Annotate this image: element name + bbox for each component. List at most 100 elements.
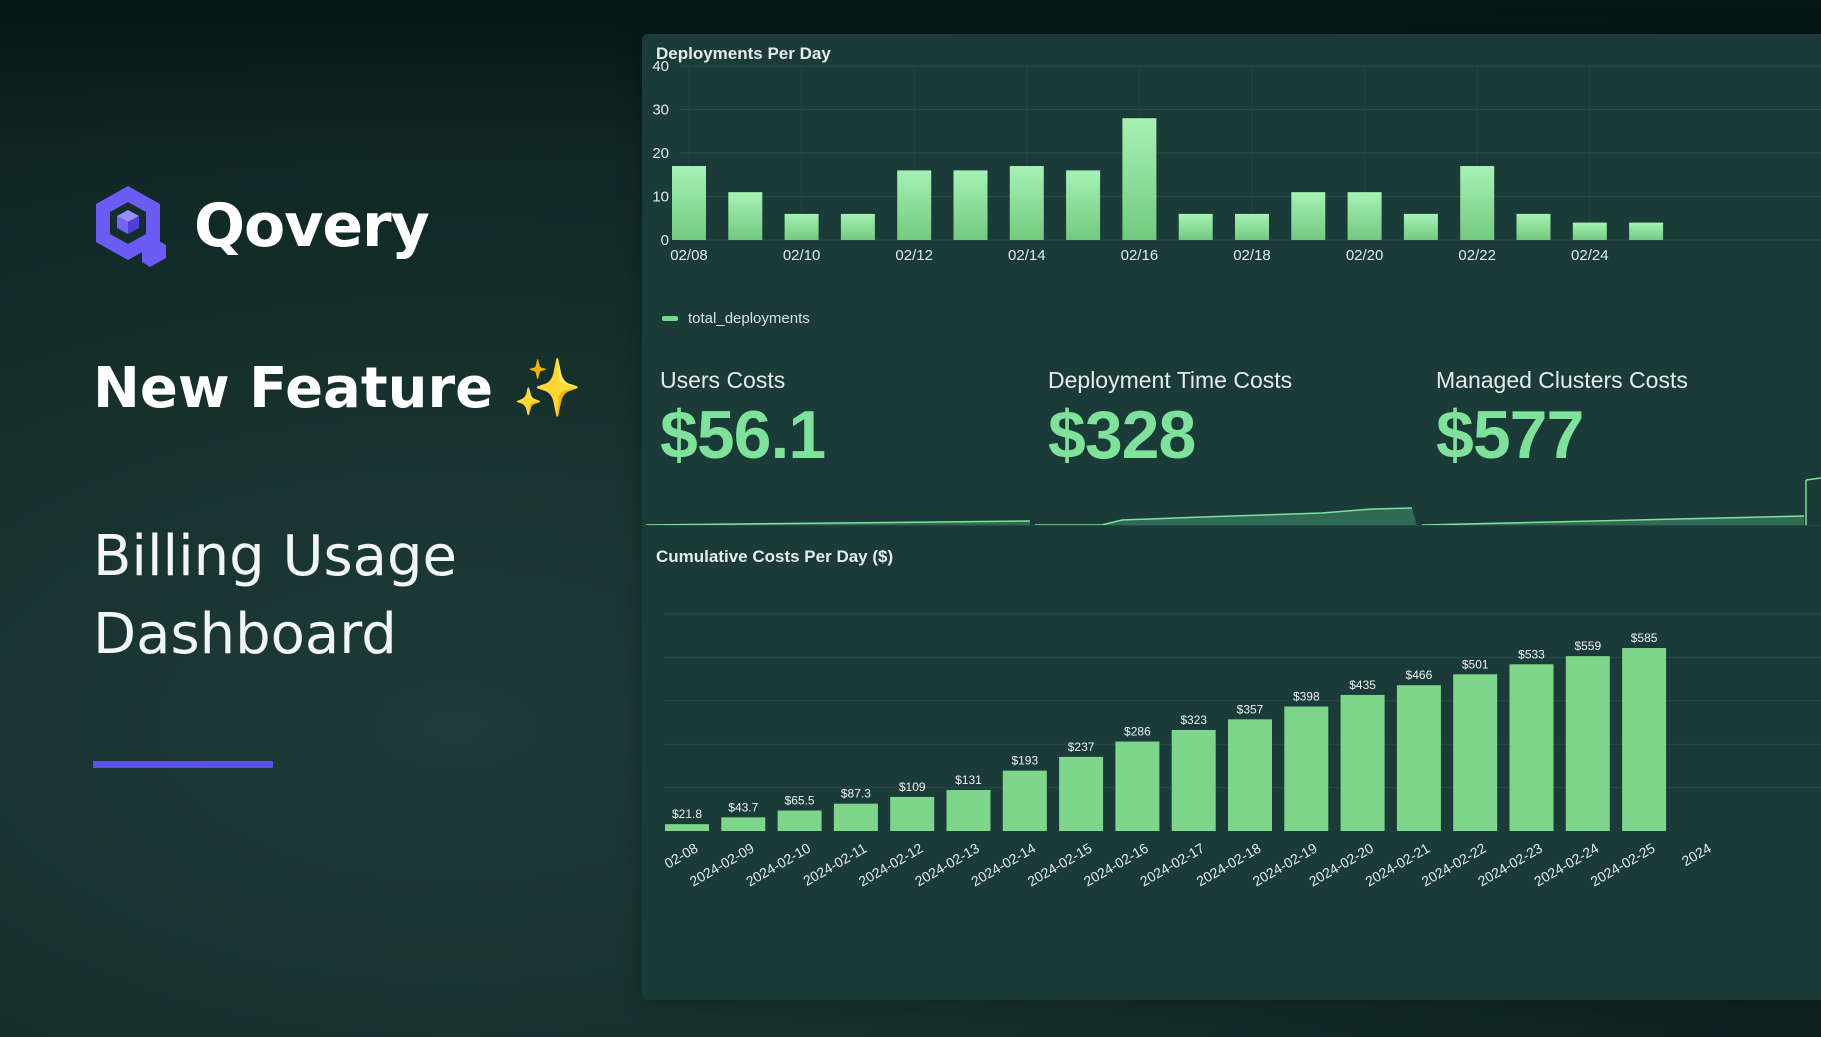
data-label: $501	[1462, 657, 1489, 671]
legend-swatch	[662, 316, 678, 321]
bar	[665, 824, 709, 831]
y-tick-label: 30	[652, 102, 669, 119]
bar	[1228, 719, 1272, 831]
bar	[1509, 664, 1554, 831]
data-label: $193	[1011, 754, 1038, 768]
x-tick-label: 02/20	[1346, 247, 1384, 264]
bar	[1178, 213, 1213, 240]
data-label: $398	[1293, 690, 1320, 704]
stat-label: Users Costs	[660, 367, 786, 393]
x-tick-label: 02/10	[783, 247, 821, 264]
data-label: $323	[1180, 713, 1207, 727]
deployments-chart-title: Deployments Per Day	[656, 44, 831, 63]
bar	[1453, 674, 1498, 831]
bar	[1009, 166, 1044, 240]
bar	[840, 213, 875, 240]
data-label: $87.3	[841, 787, 871, 801]
hero-subtitle-line2: Dashboard	[93, 602, 397, 667]
bar	[953, 170, 988, 240]
bar	[1403, 213, 1438, 240]
x-tick-label: 2024-02-25	[1588, 840, 1658, 890]
stat-deployment-time-costs: Deployment Time Costs $328	[1048, 367, 1292, 474]
x-tick-label: 02/18	[1233, 247, 1271, 264]
bar	[1340, 694, 1385, 831]
x-tick-label: 02/24	[1571, 247, 1609, 264]
data-label: $435	[1349, 678, 1376, 692]
bar	[1291, 192, 1326, 240]
stat-label: Managed Clusters Costs	[1436, 367, 1688, 393]
x-tick-label: 02/16	[1121, 247, 1159, 264]
stat-value: $577	[1436, 397, 1584, 473]
bar	[1629, 222, 1664, 240]
sparkles-icon: ✨	[512, 356, 583, 421]
bar	[1565, 656, 1610, 831]
qovery-hexagon-logo-icon	[96, 186, 166, 267]
x-tick-label: 2024-02-10	[743, 840, 813, 890]
accent-divider	[93, 761, 273, 768]
deployments-chart: 0 10 20 30 40 02/08 02/10 02/12 02/14 02/16 02/18 0…	[652, 58, 1821, 264]
y-tick-label: 20	[652, 145, 669, 162]
data-label: $131	[955, 773, 982, 787]
y-tick-label: 0	[661, 232, 669, 249]
brand-logo: Qovery	[92, 184, 430, 268]
data-label: $21.8	[672, 807, 702, 821]
section-divider	[642, 525, 1821, 526]
stat-value: $56.1	[660, 397, 826, 473]
data-label: $43.7	[728, 800, 758, 814]
bar	[1572, 222, 1607, 240]
x-tick-label: 02/08	[670, 247, 708, 264]
data-label: $237	[1068, 740, 1095, 754]
legend-label: total_deployments	[688, 310, 810, 327]
y-tick-label: 40	[652, 58, 669, 75]
stat-label: Deployment Time Costs	[1048, 367, 1293, 393]
stat-value: $328	[1048, 397, 1196, 473]
stat-managed-clusters-costs: Managed Clusters Costs $577	[1436, 367, 1688, 474]
bar	[1460, 166, 1495, 240]
data-label: $533	[1518, 647, 1545, 661]
x-tick-label: 02/14	[1008, 247, 1046, 264]
dashboard-panel: Deployments Per Day 0 10 20 30 40 02/08 02/10 0…	[642, 34, 1821, 1000]
cumulative-chart-title: Cumulative Costs Per Day ($)	[656, 547, 894, 566]
bar	[784, 213, 819, 240]
cumulative-costs-chart: $21.8 $43.7 $65.5 $87.3 $109 $131 $193 $237 $286…	[661, 613, 1821, 890]
bar	[1171, 729, 1216, 831]
feature-heading: New Feature ✨	[93, 355, 582, 421]
bar	[1622, 648, 1667, 831]
data-label: $109	[899, 780, 926, 794]
bar	[1516, 213, 1551, 240]
bar	[777, 810, 822, 831]
bar	[1115, 741, 1160, 831]
data-label: $559	[1574, 639, 1601, 653]
x-tick-label: 02/12	[895, 247, 933, 264]
bar	[946, 790, 991, 831]
bar	[1235, 213, 1269, 240]
x-tick-label: 02/22	[1458, 247, 1496, 264]
stat-users-costs: Users Costs $56.1	[660, 367, 826, 474]
bar	[1122, 118, 1157, 240]
stat-sparklines	[645, 477, 1821, 526]
x-tick-label: 2024	[1679, 840, 1714, 870]
bar	[1396, 685, 1441, 831]
chart-legend[interactable]: total_deployments	[662, 310, 810, 327]
bar	[1059, 756, 1104, 831]
data-label: $286	[1124, 725, 1151, 739]
bar	[721, 817, 766, 831]
data-label: $357	[1237, 702, 1264, 716]
feature-title-text: New Feature	[93, 356, 494, 421]
y-tick-label: 10	[652, 189, 669, 206]
bar	[728, 192, 763, 240]
data-label: $466	[1406, 668, 1433, 682]
data-label: $585	[1631, 631, 1658, 645]
bar	[897, 170, 932, 240]
brand-name: Qovery	[194, 191, 430, 261]
hero-subtitle: Billing Usage Dashboard	[93, 518, 613, 674]
bar	[672, 166, 706, 240]
data-label: $65.5	[785, 794, 815, 808]
hero-subtitle-line1: Billing Usage	[93, 524, 457, 589]
bar	[1066, 170, 1101, 240]
x-tick-label: 02-08	[661, 840, 700, 872]
bar	[1347, 192, 1382, 240]
bar	[833, 803, 878, 831]
bar	[1284, 706, 1329, 831]
bar	[1002, 770, 1047, 831]
